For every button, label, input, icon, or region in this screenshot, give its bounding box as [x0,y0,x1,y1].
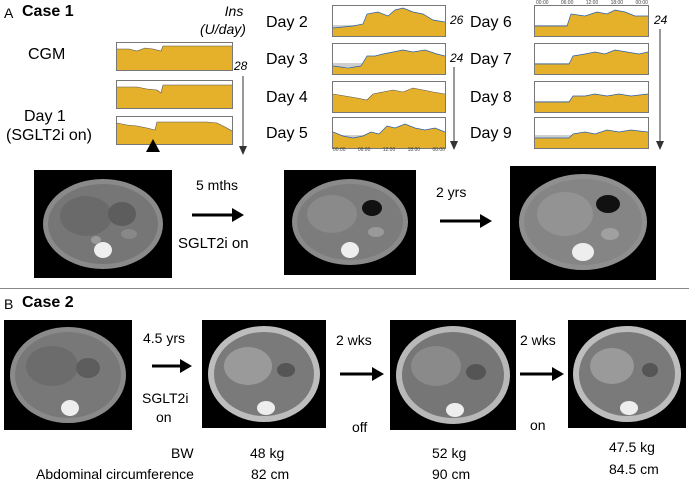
interval-4-5-yrs: 4.5 yrs [143,330,186,346]
ct-scan-case2-off [390,320,516,430]
insulin-dose-col3: 24 [654,13,668,27]
sglt2i-off-label: off [352,419,368,435]
interval-2-yrs: 2 yrs [436,184,467,200]
cgm-chart-day1 [116,116,233,145]
time-tick: 00:00 [333,147,346,153]
case-1-title: Case 1 [22,3,74,20]
bw-value-2: 52 kg [432,445,467,461]
day2-label: Day 2 [266,14,308,31]
day6-label: Day 6 [470,14,512,31]
day7-label: Day 7 [470,51,512,68]
case-2-title: Case 2 [22,294,74,311]
day4-label: Day 4 [266,89,308,106]
time-tick: 18:00 [610,0,624,6]
time-arrow-2-icon [440,214,492,228]
section-divider [0,288,689,289]
sglt2i-case2-label: SGLT2i [142,390,189,406]
bw-value-3: 47.5 kg [609,439,655,455]
abd-value-3: 84.5 cm [609,461,659,477]
time-arrow-4-icon [340,367,384,381]
cgm-chart-pre [116,80,233,109]
cgm-chart-day6 [534,5,649,37]
ct-scan-case2-baseline [4,320,132,430]
time-axis-col3: 00:00 06:00 12:00 18:00 00:00 [536,1,648,6]
cgm-label: CGM [28,46,66,63]
interval-2-wks-a: 2 wks [336,332,372,348]
insulin-dose-col2-top: 26 [450,13,464,27]
cgm-chart-day5 [332,117,446,149]
insulin-dose-col1: 28 [234,59,248,73]
abdominal-circumference-label: Abdominal circumference [36,466,194,482]
panel-a-letter: A [4,5,14,21]
cgm-trace [117,45,232,70]
time-tick: 06:00 [560,0,574,6]
bw-label: BW [171,445,194,461]
day1-sglt2i-label: (SGLT2i on) [6,127,92,144]
time-arrow-1-icon [192,208,244,222]
interval-5-mths: 5 mths [196,177,239,193]
ct-scan-case2-on-again [568,320,686,428]
ct-scan-case1-5mths [284,170,416,275]
time-arrow-5-icon [520,367,564,381]
insulin-trend-arrow-col3-icon [656,29,664,150]
time-tick: 12:00 [382,147,396,153]
cgm-chart-day9 [534,117,649,149]
day5-label: Day 5 [266,125,308,142]
insulin-header-line1: Ins [224,3,244,19]
panel-b-letter: B [4,296,14,312]
insulin-header-line2: (U/day) [200,21,246,37]
sglt2i-start-marker-icon [146,139,160,152]
sglt2i-case2-on: on [156,409,172,425]
ct-scan-case1-baseline [34,170,172,278]
cgm-chart-day8 [534,81,649,113]
time-tick: 12:00 [585,0,599,6]
cgm-chart-day3 [332,43,446,75]
time-tick: 00:00 [432,147,445,153]
cgm-chart-day4 [332,81,446,113]
time-arrow-3-icon [152,359,192,373]
day8-label: Day 8 [470,89,512,106]
time-tick: 18:00 [407,147,421,153]
insulin-trend-arrow-col2-icon [450,67,458,150]
time-tick: 00:00 [635,0,648,6]
sglt2i-on-again-label: on [530,417,546,433]
insulin-dose-col2-mid: 24 [450,51,464,65]
time-tick: 00:00 [536,0,549,6]
abd-value-2: 90 cm [432,466,471,482]
sglt2i-on-case1: SGLT2i on [178,235,249,252]
cgm-chart-day7 [534,43,649,75]
time-tick: 06:00 [357,147,371,153]
ct-scan-case1-2yrs [510,166,656,280]
day9-label: Day 9 [470,125,512,142]
interval-2-wks-b: 2 wks [520,332,556,348]
cgm-chart-day2 [332,5,446,37]
day3-label: Day 3 [266,51,308,68]
insulin-trend-arrow-col1-icon [239,76,247,155]
bw-value-1: 48 kg [250,445,285,461]
time-axis-col2: 00:00 06:00 12:00 18:00 00:00 [333,148,445,153]
cgm-chart-baseline [116,42,233,71]
day1-label: Day 1 [24,108,66,125]
abd-value-1: 82 cm [251,466,290,482]
ct-scan-case2-sglt2i-on [202,320,326,428]
